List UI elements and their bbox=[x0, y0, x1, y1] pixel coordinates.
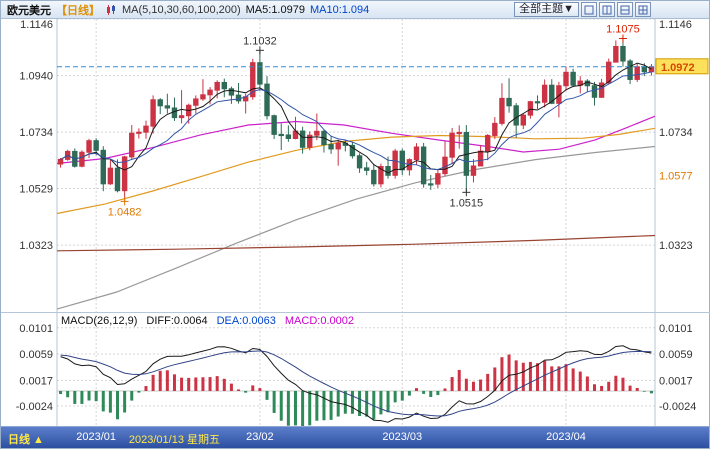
ma-settings-label: MA(5,10,30,60,100,200) bbox=[122, 3, 241, 16]
symbol-title: 欧元美元 bbox=[7, 4, 51, 17]
toolbar-right-group: 全部主题▼ bbox=[514, 2, 651, 17]
svg-text:0.0101: 0.0101 bbox=[659, 323, 693, 335]
x-axis-selected-date-label: 2023/01/13 星期五 bbox=[128, 434, 221, 446]
macd-legend: MACD(26,12,9) DIFF:0.0064 DEA:0.0063 MAC… bbox=[61, 315, 354, 327]
layout-single-button[interactable] bbox=[581, 2, 597, 17]
grid-layer: 1.1146 1.0940 1.0734 1.0529 1.0323 1.1146 1.07… bbox=[1, 18, 710, 427]
svg-text:1.0323: 1.0323 bbox=[19, 240, 53, 252]
svg-text:1.0734: 1.0734 bbox=[659, 127, 693, 139]
theme-dropdown-button[interactable]: 全部主题▼ bbox=[514, 2, 579, 17]
x-axis-label: 2023/03 bbox=[382, 431, 423, 443]
layout-two-horizontal-button[interactable] bbox=[617, 2, 633, 17]
svg-text:-0.0024: -0.0024 bbox=[659, 401, 696, 413]
svg-text:1.0323: 1.0323 bbox=[659, 240, 693, 252]
layout-two-vertical-button[interactable] bbox=[599, 2, 615, 17]
ma10-value: MA10:1.094 bbox=[309, 3, 370, 16]
svg-text:1.0940: 1.0940 bbox=[19, 71, 53, 83]
macd-macd-value: MACD:0.0002 bbox=[284, 315, 354, 327]
svg-text:1.1146: 1.1146 bbox=[20, 19, 53, 31]
macd-dea-value: DEA:0.0063 bbox=[216, 315, 276, 327]
ma-line-MA100 bbox=[56, 145, 656, 310]
macd-diff-value: DIFF:0.0064 bbox=[146, 315, 208, 327]
price-annotation: 1.0482 bbox=[108, 206, 142, 218]
macd-line bbox=[60, 350, 652, 417]
ma5-value: MA5:1.0979 bbox=[245, 3, 305, 16]
x-axis-label: 23/02 bbox=[246, 431, 274, 443]
period-selector[interactable]: 日线 ▲ bbox=[8, 434, 44, 446]
indicator-icon bbox=[105, 4, 117, 16]
price-annotation: 1.1032 bbox=[243, 35, 277, 47]
right-axis-orange-marker: 1.0577 bbox=[659, 170, 693, 182]
ma-line-MA200 bbox=[56, 234, 656, 252]
macd-histogram-layer bbox=[59, 354, 653, 429]
svg-text:0.0059: 0.0059 bbox=[659, 349, 693, 361]
ma10-line bbox=[60, 71, 652, 171]
price-annotation: 1.0515 bbox=[450, 197, 484, 209]
layout-quad-button[interactable] bbox=[635, 2, 651, 17]
svg-text:-0.0024: -0.0024 bbox=[16, 401, 53, 413]
svg-text:1.0972: 1.0972 bbox=[661, 62, 695, 74]
svg-text:1.0734: 1.0734 bbox=[19, 127, 53, 139]
price-annotation: 1.1075 bbox=[606, 24, 640, 36]
macd-line bbox=[60, 345, 652, 423]
top-toolbar: 欧元美元 【日线】 MA(5,10,30,60,100,200) MA5:1.0… bbox=[1, 1, 709, 19]
ma5-line bbox=[60, 62, 652, 174]
macd-title: MACD(26,12,9) bbox=[61, 315, 138, 327]
current-price-badge bbox=[655, 58, 709, 75]
ma-line-MA30 bbox=[56, 115, 656, 165]
period-tag: 【日线】 bbox=[56, 4, 100, 17]
bottom-axis-bar: 日线 ▲ 2023/01 2023/01/13 星期五 23/02 2023/03 20… bbox=[1, 426, 709, 448]
x-axis-label: 2023/01 bbox=[76, 431, 117, 443]
ma-line-MA60 bbox=[56, 127, 656, 215]
svg-text:0.0059: 0.0059 bbox=[19, 349, 53, 361]
svg-text:0.0101: 0.0101 bbox=[19, 323, 53, 335]
svg-text:0.0017: 0.0017 bbox=[659, 375, 693, 387]
x-axis-label: 2023/04 bbox=[546, 431, 586, 443]
candlestick-layer bbox=[57, 38, 655, 202]
svg-text:1.0529: 1.0529 bbox=[19, 183, 53, 195]
svg-text:1.1146: 1.1146 bbox=[659, 19, 692, 31]
svg-text:0.0017: 0.0017 bbox=[19, 375, 53, 387]
